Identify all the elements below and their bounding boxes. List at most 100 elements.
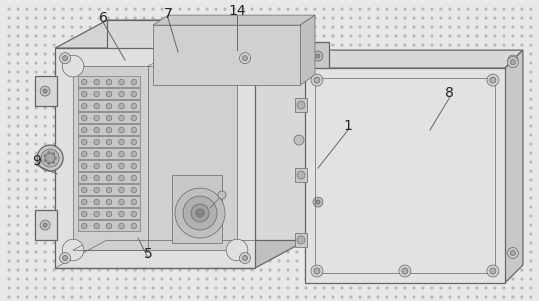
Circle shape [170,62,172,64]
Circle shape [107,125,109,127]
Circle shape [314,260,316,262]
Circle shape [119,151,125,157]
Circle shape [494,206,496,208]
Circle shape [359,269,361,271]
Circle shape [377,98,379,100]
Circle shape [134,170,136,172]
Circle shape [107,98,109,100]
Circle shape [224,287,226,289]
Circle shape [152,197,154,199]
Circle shape [215,161,217,163]
Circle shape [26,116,28,118]
Circle shape [449,161,451,163]
Circle shape [422,116,424,118]
Circle shape [449,26,451,28]
Circle shape [287,71,289,73]
Circle shape [197,170,199,172]
Circle shape [242,296,244,298]
Circle shape [152,242,154,244]
Circle shape [143,242,145,244]
Circle shape [81,139,87,145]
Circle shape [323,143,325,145]
Circle shape [26,80,28,82]
Bar [295,98,307,112]
Circle shape [467,44,469,46]
Circle shape [386,143,388,145]
Circle shape [296,179,298,181]
Circle shape [206,62,208,64]
Circle shape [512,224,514,226]
Circle shape [467,8,469,10]
Circle shape [233,242,235,244]
Circle shape [503,260,505,262]
Circle shape [251,116,253,118]
Circle shape [377,17,379,19]
Circle shape [260,233,262,235]
Circle shape [521,98,523,100]
Circle shape [170,134,172,136]
Circle shape [278,71,280,73]
Circle shape [161,8,163,10]
Circle shape [467,197,469,199]
Circle shape [17,80,19,82]
Text: 14: 14 [228,4,246,18]
Circle shape [449,233,451,235]
Circle shape [260,98,262,100]
Circle shape [251,125,253,127]
Circle shape [116,17,118,19]
Circle shape [431,197,433,199]
Circle shape [503,170,505,172]
Circle shape [197,44,199,46]
Circle shape [134,17,136,19]
Circle shape [512,215,514,217]
Circle shape [134,233,136,235]
Circle shape [143,206,145,208]
Circle shape [81,223,87,229]
Circle shape [278,116,280,118]
Circle shape [521,62,523,64]
Circle shape [98,251,100,253]
Circle shape [332,278,334,280]
Circle shape [368,53,370,55]
Circle shape [53,44,55,46]
Circle shape [341,224,343,226]
Circle shape [224,269,226,271]
Circle shape [341,44,343,46]
Circle shape [386,107,388,109]
Circle shape [377,53,379,55]
Circle shape [107,251,109,253]
Circle shape [530,116,532,118]
Circle shape [359,53,361,55]
Circle shape [296,8,298,10]
Circle shape [386,116,388,118]
Circle shape [512,287,514,289]
Circle shape [368,125,370,127]
Circle shape [260,260,262,262]
Circle shape [530,278,532,280]
Circle shape [323,197,325,199]
Circle shape [341,53,343,55]
Circle shape [305,152,307,154]
Circle shape [440,98,442,100]
Circle shape [224,143,226,145]
Circle shape [323,62,325,64]
Circle shape [350,161,352,163]
Circle shape [404,206,406,208]
Circle shape [8,116,10,118]
Circle shape [125,197,127,199]
Circle shape [485,26,487,28]
Circle shape [206,251,208,253]
Circle shape [98,242,100,244]
Polygon shape [255,20,307,268]
Circle shape [179,134,181,136]
Circle shape [224,161,226,163]
Circle shape [71,278,73,280]
Circle shape [116,224,118,226]
Circle shape [494,188,496,190]
Circle shape [215,98,217,100]
Circle shape [143,8,145,10]
Circle shape [404,215,406,217]
Circle shape [17,233,19,235]
Circle shape [350,251,352,253]
Circle shape [449,296,451,298]
